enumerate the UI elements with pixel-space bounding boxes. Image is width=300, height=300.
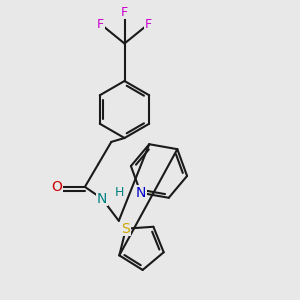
Text: F: F bbox=[121, 5, 128, 19]
Text: F: F bbox=[145, 17, 152, 31]
Text: H: H bbox=[115, 185, 124, 199]
Text: O: O bbox=[52, 180, 62, 194]
Text: F: F bbox=[97, 17, 104, 31]
Text: N: N bbox=[97, 192, 107, 206]
Text: S: S bbox=[122, 222, 130, 236]
Text: N: N bbox=[136, 186, 146, 200]
